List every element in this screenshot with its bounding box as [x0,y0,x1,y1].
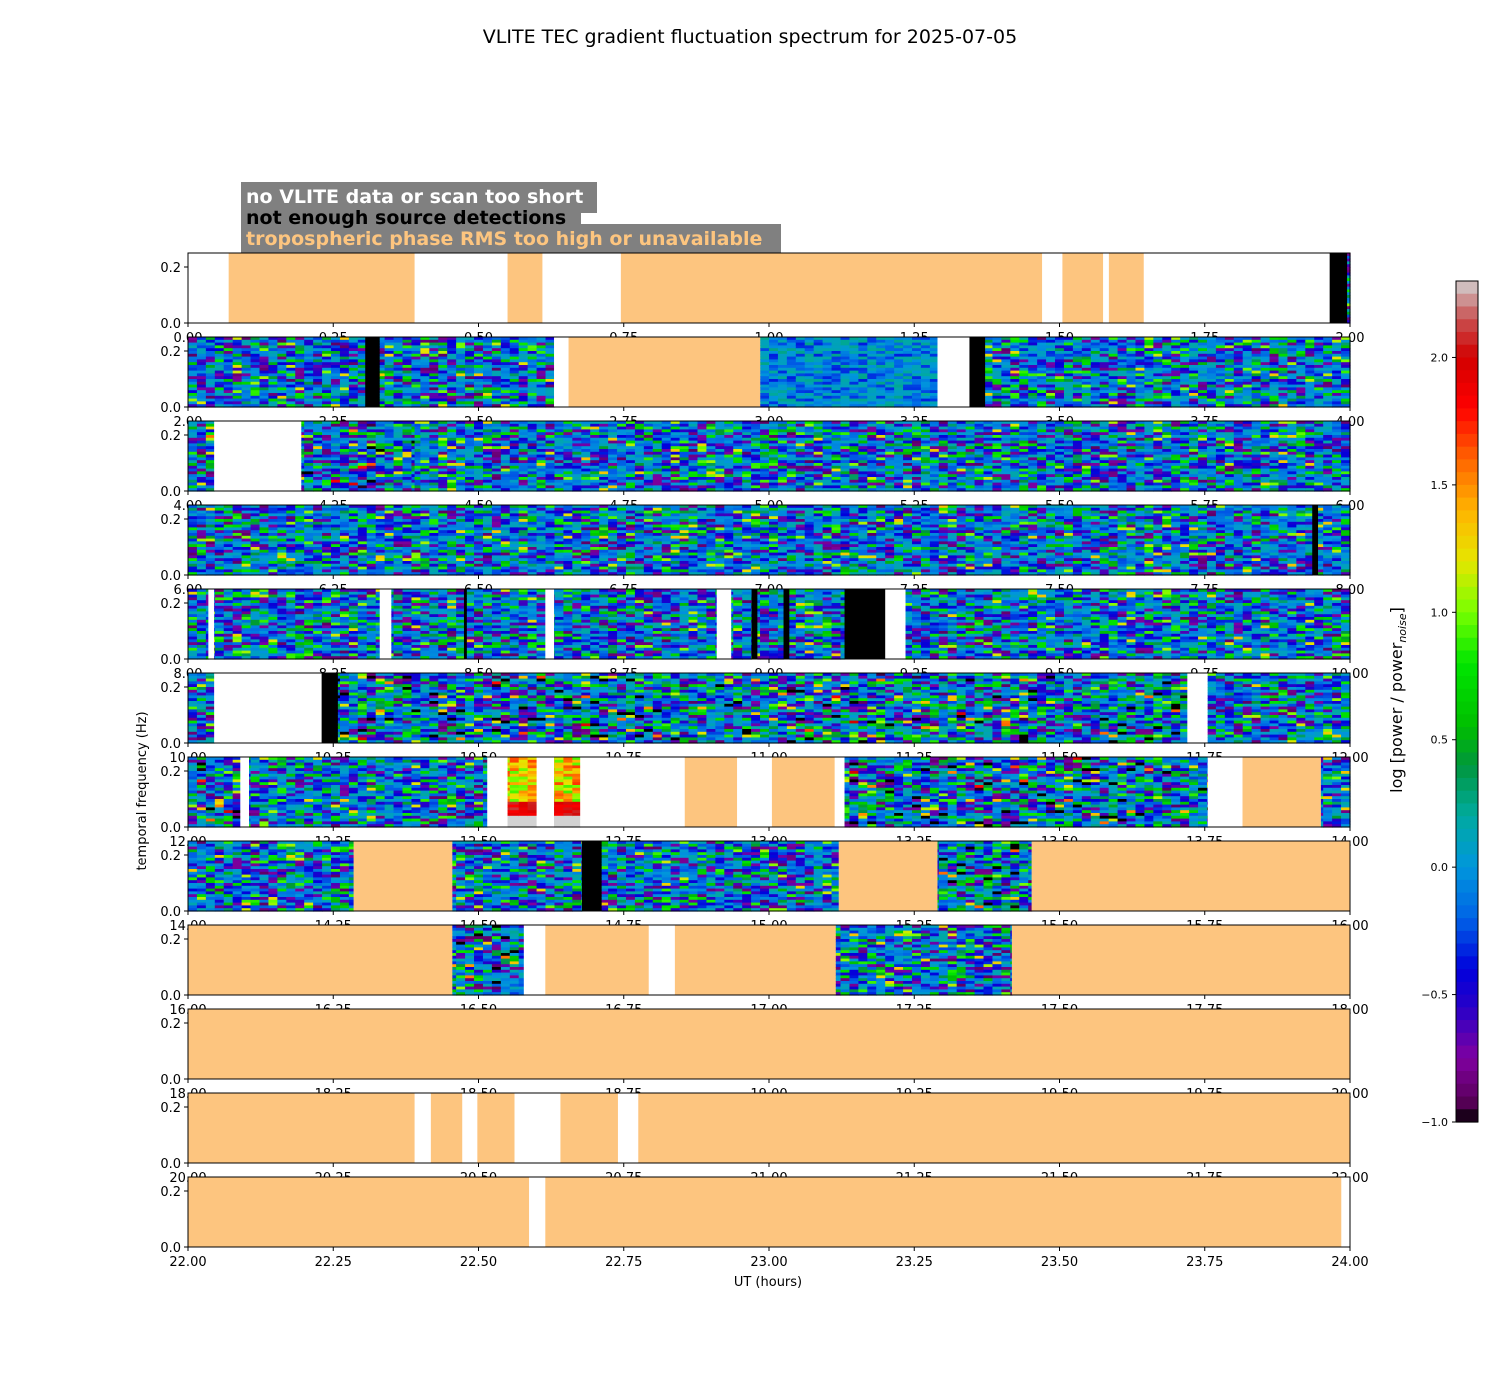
flag-segment [1144,253,1330,323]
y-tick-label: 0.0 [160,317,181,332]
flag-segment [1042,253,1063,323]
chart-title: VLITE TEC gradient fluctuation spectrum … [483,26,1017,48]
flag-segment [508,253,543,323]
y-tick-label: 0.2 [160,345,181,360]
flag-segment [1109,253,1144,323]
y-tick-label: 0.0 [160,401,181,416]
flag-segment [542,253,621,323]
panel-1: 0.20.02.002.252.502.753.003.253.503.754.… [160,337,1364,430]
flag-segment [214,421,302,491]
flag-segment [554,337,569,407]
panel-0: 0.20.00.000.250.500.751.001.251.501.752.… [160,253,1364,346]
flag-segment [969,337,985,407]
flag-segment [1330,253,1348,323]
flag-segment [1103,253,1109,323]
legend: no VLITE data or scan too short not enou… [241,182,781,254]
flag-segment [188,253,229,323]
flag-segment [569,337,761,407]
flag-segment [621,253,1043,323]
flag-segment [1062,253,1103,323]
legend-item-detections: not enough source detections [246,207,566,229]
flag-segment [937,337,969,407]
flag-segment [229,253,415,323]
y-tick-label: 0.2 [160,261,181,276]
legend-item-nodata: no VLITE data or scan too short [246,186,583,208]
flag-segment [365,337,380,407]
panel-2: 0.20.04.004.254.504.755.005.255.505.756.… [160,421,1364,514]
flag-segment [415,253,508,323]
legend-item-troposphere: tropospheric phase RMS too high or unava… [246,228,762,250]
panels: 0.20.00.000.250.500.751.001.251.501.752.… [160,253,1368,1270]
